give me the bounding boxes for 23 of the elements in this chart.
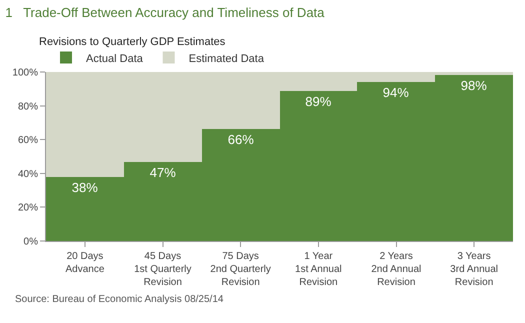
y-tick-label: 80% <box>18 101 38 112</box>
y-tick-label: 40% <box>18 168 38 180</box>
data-label: 47% <box>150 165 176 180</box>
chart-subtitle: Revisions to Quarterly GDP Estimates <box>39 36 226 48</box>
x-tick-label: 1 Year 1st Annual Revision <box>295 251 342 288</box>
data-label: 94% <box>382 85 410 100</box>
source-note: Source: Bureau of Economic Analysis 08/25/14 <box>15 294 224 305</box>
y-tick-label: 20% <box>18 202 38 214</box>
data-label: 98% <box>460 78 488 93</box>
chart-title: 1 Trade-Off Between Accuracy and Timeliness of Data <box>5 5 326 20</box>
x-tick-label: 3 Years 3rd Annual Revision <box>450 251 498 288</box>
x-tick-label: 75 Days 2nd Quarterly Revision <box>210 251 271 288</box>
y-tick-label: 100% <box>12 68 38 78</box>
y-tick-label: 0% <box>24 236 38 248</box>
legend-label: Estimated Data <box>188 52 265 65</box>
data-label: 38% <box>72 180 98 195</box>
data-label: 66% <box>228 132 254 147</box>
y-tick-label: 60% <box>18 135 38 146</box>
x-tick-label: 45 Days 1st Quarterly Revision <box>134 251 192 288</box>
x-tick-label: 20 Days Advance <box>65 251 105 275</box>
data-label: 89% <box>305 94 332 109</box>
legend-label: Actual Data <box>86 52 144 65</box>
x-tick-label: 2 Years 2nd Annual Revision <box>371 251 422 288</box>
